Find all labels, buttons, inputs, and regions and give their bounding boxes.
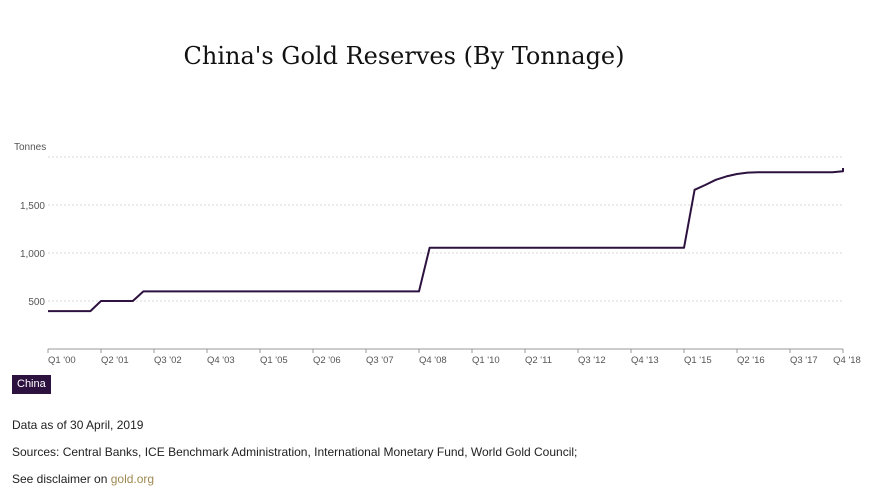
gold-org-link[interactable]: gold.org [110,472,155,486]
x-tick-label: Q4 '13 [631,355,659,366]
legend-item-china[interactable]: China [12,375,51,394]
x-tick-label: Q1 '00 [48,355,76,366]
x-tick-label: Q2 '16 [737,355,765,366]
x-tick-label: Q4 '18 [833,355,861,366]
line-chart: 500 1,000 1,500 Tonnes Q1 '00 Q2 '01 Q3 '02 Q4 … [14,142,861,366]
x-tick-label: Q1 '05 [260,355,288,366]
y-tick-label: 1,500 [20,201,45,212]
x-tick-label: Q4 '08 [419,355,447,366]
chart-title: China's Gold Reserves (By Tonnage) [183,42,625,70]
y-tick-label: 1,000 [20,249,45,260]
disclaimer-prefix: See disclaimer on [12,472,108,486]
x-tick-label: Q3 '07 [366,355,394,366]
x-tick-label: Q2 '11 [525,355,552,366]
x-tick-label: Q4 '03 [207,355,235,366]
data-date-note: Data as of 30 April, 2019 [12,418,144,432]
y-axis-label: Tonnes [14,142,46,153]
sources-note: Sources: Central Banks, ICE Benchmark Ad… [12,445,578,459]
x-tick-label: Q1 '15 [684,355,712,366]
x-tick-label: Q3 '17 [790,355,818,366]
x-tick-label: Q1 '10 [472,355,500,366]
x-tick-label: Q2 '01 [101,355,129,366]
x-tick-label: Q3 '02 [154,355,182,366]
x-tick-label: Q2 '06 [313,355,341,366]
disclaimer-note: See disclaimer on gold.org [12,472,154,486]
x-tick-label: Q3 '12 [578,355,606,366]
series-line-china [48,168,844,313]
y-tick-label: 500 [28,297,45,308]
